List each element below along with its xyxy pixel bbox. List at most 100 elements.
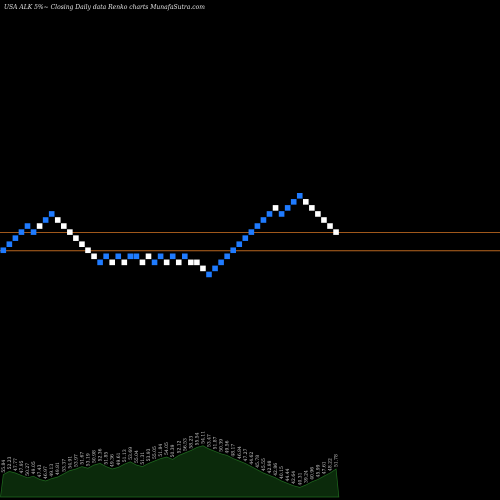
chart-header: USA ALK 5%~ Closing Daily data Renko cha… [4,4,205,11]
renko-brick [18,229,25,235]
renko-brick [315,211,321,217]
price-label: 45.55 [261,458,267,471]
renko-brick [230,247,236,254]
renko-brick [303,199,309,205]
price-label: 42.98 [267,460,273,473]
price-label: 46.97 [43,466,49,479]
renko-brick [157,253,164,260]
renko-bricks [0,193,339,278]
price-label: 44.62 [249,452,255,465]
price-label: 50.39 [170,444,176,457]
renko-brick [12,235,19,241]
price-label: 58.23 [188,436,194,449]
price-label: 47.27 [243,448,249,461]
renko-brick [73,235,79,241]
price-label: 51.78 [334,454,340,467]
price-label: 51.84 [158,444,164,457]
renko-brick [188,259,194,266]
renko-brick [175,259,182,266]
renko-brick [194,259,200,266]
price-label: 46.84 [237,446,243,459]
price-label: 40.31 [297,472,303,485]
price-label: 44.44 [285,468,291,481]
price-labels: 55.84 52.23 47.77 47.95 50.27 49.05 47.43 46.97… [1,431,340,486]
renko-brick [236,241,243,247]
volume-area-path [0,445,340,498]
price-label: 51.31 [140,452,146,465]
renko-brick [200,265,206,272]
renko-brick [333,229,339,235]
renko-brick [48,211,55,217]
renko-brick [254,223,261,229]
price-label: 49.13 [49,464,55,477]
price-label: 55.54 [194,432,200,445]
price-label: 49.36 [110,454,116,467]
renko-brick [79,241,85,247]
price-label: 45.99 [315,464,321,477]
renko-brick [30,229,37,235]
price-label: 54.11 [201,431,207,444]
renko-brick [206,271,212,278]
renko-brick [97,259,103,266]
renko-brick [321,217,327,223]
renko-brick [145,253,152,260]
price-label: 54.91 [67,456,73,469]
price-label: 53.97 [73,454,79,467]
renko-brick [67,229,73,235]
renko-brick [242,235,249,241]
renko-brick [61,223,67,229]
price-label: 49.05 [31,461,37,474]
price-label: 49.56 [225,440,231,453]
renko-brick [115,253,122,260]
price-label: 53.19 [86,453,92,466]
renko-brick [127,253,134,260]
price-label: 51.87 [213,436,219,449]
price-label: 47.43 [37,464,43,477]
price-label: 51.67 [79,452,85,465]
volume-area [0,445,340,498]
renko-brick [109,259,115,266]
renko-brick [224,253,230,260]
renko-brick [248,229,255,235]
price-label: 48.17 [231,444,237,457]
price-label: 50.39 [219,439,225,452]
renko-brick [218,259,224,266]
price-label: 39.24 [303,470,309,483]
renko-brick [85,247,91,254]
price-label: 55.84 [1,460,7,473]
renko-brick [278,211,285,217]
renko-brick [182,253,188,260]
renko-brick [54,217,61,223]
price-label: 49.81 [55,462,61,475]
price-label: 50.98 [92,450,98,463]
price-label: 42.86 [273,463,279,476]
price-label: 55.05 [152,446,158,459]
price-label: 53.37 [61,459,67,472]
reference-lines [0,232,500,252]
price-label: 49.61 [116,452,122,465]
renko-brick [284,205,291,211]
renko-brick [42,217,49,223]
renko-brick [163,259,170,266]
price-label: 51.13 [122,449,128,462]
renko-brick [212,265,218,272]
renko-brick [0,247,7,254]
price-label: 42.64 [291,471,297,484]
price-label: 47.95 [19,460,25,473]
price-label: 51.85 [104,452,110,465]
price-label: 56.53 [182,438,188,451]
price-label: 53.93 [146,448,152,461]
price-label: 48.22 [328,458,334,471]
price-label: 52.36 [98,448,104,461]
renko-brick [91,253,97,260]
price-label: 45.78 [255,455,261,468]
renko-brick [133,253,140,260]
price-label: 52.12 [176,440,182,453]
renko-brick [103,253,109,260]
renko-brick [139,259,146,266]
price-label: 52.23 [7,456,13,469]
price-label: 40.15 [279,466,285,479]
renko-brick [24,223,31,229]
